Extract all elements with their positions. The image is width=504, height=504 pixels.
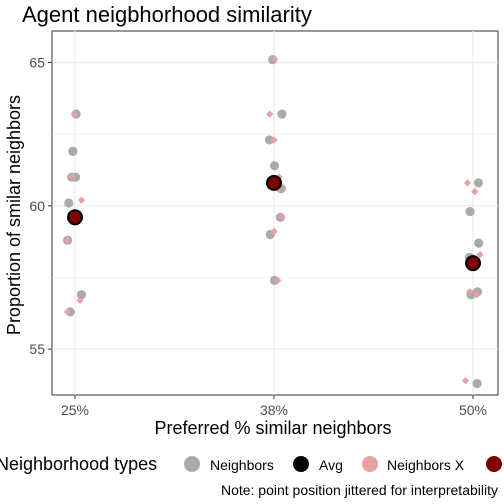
point-neighbors-x [271, 56, 279, 64]
chart-title: Agent neigbhorhood similarity [22, 2, 312, 27]
point-neighbors-x [266, 110, 274, 118]
point-neighbors-x [63, 308, 71, 316]
point-neighbors-x [473, 291, 481, 299]
y-tick-label: 60 [29, 198, 45, 214]
point-avg-x [467, 257, 479, 269]
legend-label-neighbors: Neighbors [210, 457, 274, 473]
point-neighbors-x [274, 276, 282, 284]
point-neighbors-x [463, 179, 472, 187]
panel-background [51, 30, 499, 396]
legend-key-neighbors [184, 456, 200, 472]
point-neighbors-x [63, 236, 72, 244]
point-neighbors [474, 238, 484, 248]
point-neighbors-x [476, 250, 484, 259]
legend-key-avg-x [486, 456, 502, 472]
point-neighbors-x [278, 213, 286, 221]
point-neighbors-x [76, 296, 84, 305]
point-neighbors [269, 161, 280, 171]
point-neighbors-x [465, 288, 474, 296]
point-neighbors-x [77, 196, 86, 204]
point-neighbors-x [70, 110, 78, 118]
chart-caption: Note: point position jittered for interp… [221, 482, 498, 498]
point-neighbors [465, 206, 475, 217]
point-neighbors-x [270, 136, 278, 144]
point-neighbors-x [471, 187, 479, 196]
legend-label-neighbors-x: Neighbors X [387, 457, 465, 473]
y-tick-label: 65 [29, 55, 45, 71]
point-neighbors-x [461, 377, 470, 385]
point-neighbors [264, 135, 275, 145]
y-axis-label: Proportion of smilar neighbors [4, 95, 24, 335]
legend-title: Neighborhood types [0, 454, 157, 474]
data-points [62, 55, 484, 389]
legend-label-avg: Avg [319, 457, 343, 473]
x-tick-label: 38% [260, 402, 288, 418]
axes: 55 60 65 25% 38% 50% [29, 55, 487, 418]
legend-key-avg [293, 456, 309, 472]
point-neighbors [472, 378, 482, 389]
point-avg-x [268, 177, 280, 189]
legend: Neighborhood types Neighbors Avg Neighbo… [0, 454, 502, 474]
y-tick-label: 55 [29, 341, 45, 357]
x-tick-label: 50% [459, 402, 487, 418]
point-neighbors [473, 178, 484, 188]
point-neighbors [76, 290, 87, 300]
point-neighbors [68, 146, 78, 156]
legend-key-neighbors-x [362, 456, 378, 472]
point-neighbors-x [68, 173, 76, 181]
point-neighbors-x [270, 228, 278, 236]
x-axis-label: Preferred % similar neighbors [154, 418, 391, 438]
point-neighbors [277, 109, 287, 119]
point-neighbors [64, 198, 74, 208]
point-avg-x [69, 211, 81, 224]
plot-panel [51, 30, 499, 396]
x-tick-label: 25% [61, 402, 89, 418]
